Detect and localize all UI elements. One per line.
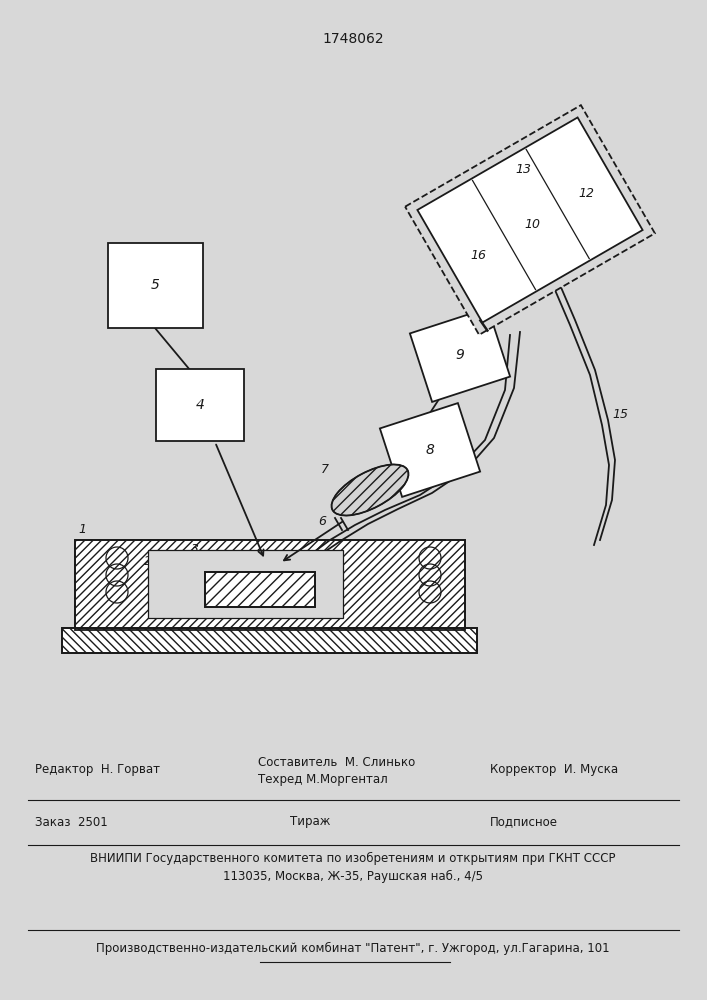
- Text: Подписное: Подписное: [490, 816, 558, 828]
- Polygon shape: [380, 403, 480, 497]
- Text: 113035, Москва, Ж-35, Раушская наб., 4/5: 113035, Москва, Ж-35, Раушская наб., 4/5: [223, 869, 483, 883]
- Text: 1748062: 1748062: [322, 32, 384, 46]
- Polygon shape: [405, 105, 655, 335]
- Text: 6: 6: [318, 515, 326, 528]
- Text: 2: 2: [144, 555, 152, 568]
- Text: 15: 15: [612, 408, 628, 421]
- Polygon shape: [417, 117, 643, 323]
- Text: Техред М.Моргентал: Техред М.Моргентал: [258, 774, 387, 786]
- Text: 4: 4: [196, 398, 204, 412]
- Text: Заказ  2501: Заказ 2501: [35, 816, 107, 828]
- Polygon shape: [75, 540, 465, 630]
- Polygon shape: [410, 308, 510, 402]
- Text: Корректор  И. Муска: Корректор И. Муска: [490, 764, 618, 776]
- Polygon shape: [156, 369, 244, 441]
- Text: 3: 3: [191, 543, 199, 556]
- Ellipse shape: [332, 464, 409, 516]
- Text: ВНИИПИ Государственного комитета по изобретениям и открытиям при ГКНТ СССР: ВНИИПИ Государственного комитета по изоб…: [90, 851, 616, 865]
- Text: Редактор  Н. Горват: Редактор Н. Горват: [35, 764, 160, 776]
- Polygon shape: [62, 628, 477, 653]
- Polygon shape: [107, 242, 202, 328]
- Polygon shape: [205, 572, 315, 607]
- Text: 8: 8: [426, 443, 434, 457]
- Text: 14: 14: [372, 492, 388, 505]
- Text: 5: 5: [151, 278, 160, 292]
- Text: Составитель  М. Слинько: Составитель М. Слинько: [258, 756, 415, 768]
- Text: Производственно-издательский комбинат "Патент", г. Ужгород, ул.Гагарина, 101: Производственно-издательский комбинат "П…: [96, 941, 610, 955]
- Text: Тираж: Тираж: [290, 816, 330, 828]
- Text: 9: 9: [455, 348, 464, 362]
- Text: 13: 13: [516, 163, 532, 176]
- Text: 12: 12: [578, 187, 594, 200]
- Text: 1: 1: [78, 523, 86, 536]
- Text: 10: 10: [525, 218, 540, 231]
- Text: 7: 7: [321, 463, 329, 476]
- Polygon shape: [148, 550, 343, 618]
- Text: 11: 11: [467, 300, 483, 313]
- Text: 16: 16: [471, 249, 487, 262]
